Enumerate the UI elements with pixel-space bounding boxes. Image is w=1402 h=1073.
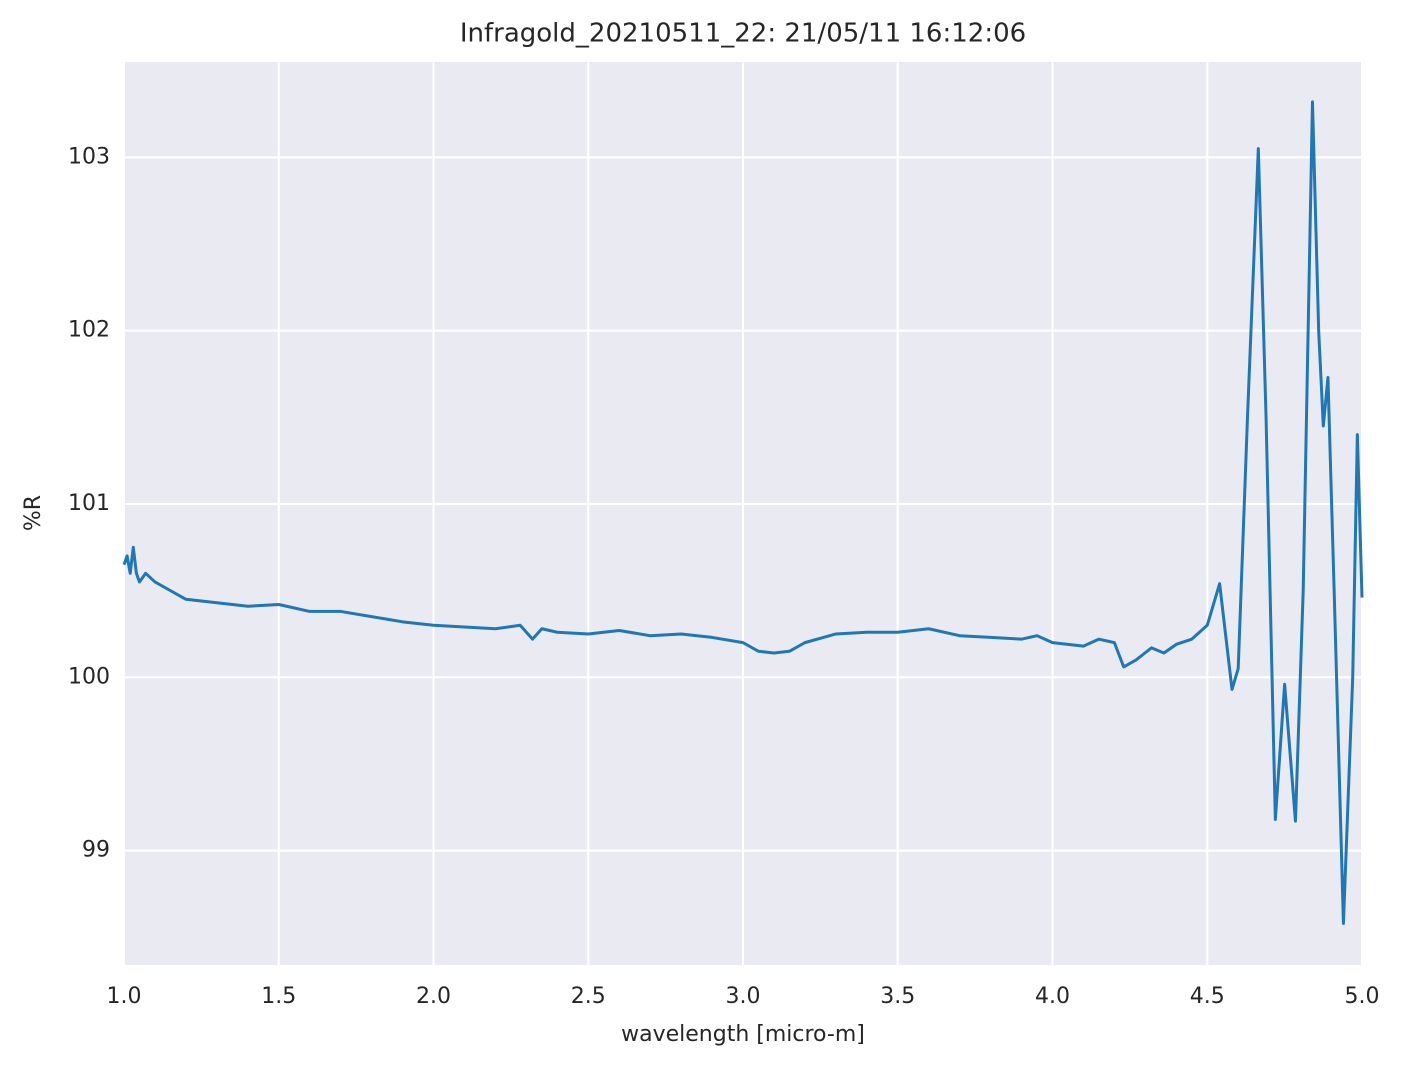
x-tick-label: 4.5: [1190, 984, 1225, 1009]
x-tick-label: 3.5: [880, 984, 915, 1009]
y-tick-label: 99: [82, 838, 110, 863]
x-axis-label: wavelength [micro-m]: [621, 1022, 865, 1047]
y-tick-label: 102: [68, 318, 110, 343]
x-tick-label: 5.0: [1345, 984, 1380, 1009]
x-tick-label: 2.0: [416, 984, 451, 1009]
chart-title: Infragold_20210511_22: 21/05/11 16:12:06: [460, 19, 1026, 49]
y-tick-label: 100: [68, 664, 110, 689]
x-tick-label: 4.0: [1035, 984, 1070, 1009]
x-tick-label: 1.5: [261, 984, 296, 1009]
y-tick-label: 103: [68, 144, 110, 169]
y-axis-label: %R: [21, 495, 46, 531]
x-tick-label: 1.0: [107, 984, 142, 1009]
x-tick-label: 3.0: [726, 984, 761, 1009]
data-line: [122, 100, 1364, 925]
y-tick-label: 101: [68, 491, 110, 516]
x-tick-label: 2.5: [571, 984, 606, 1009]
